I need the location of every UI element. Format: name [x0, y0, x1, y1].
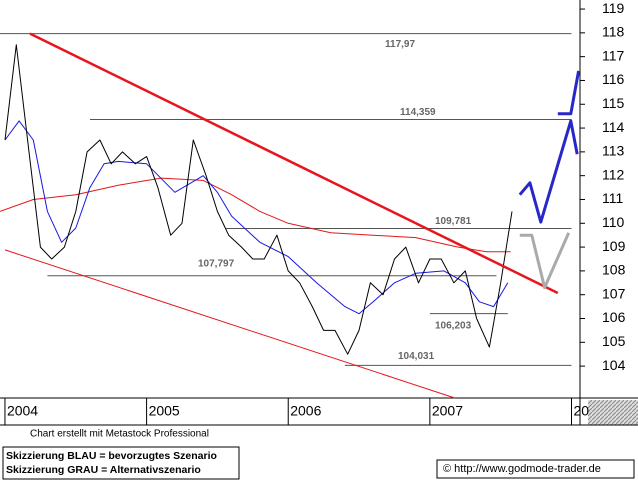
x-tick-label: 2005 [149, 403, 180, 419]
y-tick-label: 110 [602, 214, 625, 230]
series-line [557, 70, 581, 116]
legend-gray: Skizzierung GRAU = Alternativszenario [6, 464, 201, 476]
x-tick-label: 2007 [432, 403, 463, 419]
legend-box [2, 446, 240, 480]
y-tick-label: 104 [602, 357, 626, 373]
y-tick-label: 116 [602, 71, 625, 87]
y-tick-label: 106 [602, 309, 626, 325]
series-line [4, 44, 513, 355]
y-tick-label: 113 [602, 143, 625, 159]
series-line [4, 120, 509, 315]
future-hatch [588, 400, 638, 425]
series-line [519, 232, 571, 290]
url-box [436, 459, 635, 479]
x-tick-label: 20 [574, 403, 590, 419]
series-line [29, 32, 559, 295]
y-tick-label: 108 [602, 262, 626, 278]
series-line [4, 249, 455, 399]
legend-blue: Skizzierung BLAU = bevorzugtes Szenario [6, 450, 217, 462]
y-tick-label: 105 [602, 333, 626, 349]
x-tick-label: 2004 [7, 403, 38, 419]
level-label: 106,203 [435, 320, 472, 331]
level-label: 107,797 [198, 258, 235, 269]
level-label: 114,359 [400, 107, 436, 118]
x-tick-label: 2006 [290, 403, 321, 419]
y-tick-label: 117 [602, 47, 625, 63]
y-tick-label: 118 [602, 24, 625, 40]
level-label: 104,031 [398, 351, 435, 362]
credit: Chart erstellt mit Metastock Professiona… [30, 429, 209, 440]
y-tick-label: 114 [602, 119, 625, 135]
y-tick-label: 119 [602, 0, 625, 16]
url: © http://www.godmode-trader.de [443, 463, 601, 475]
level-label: 117,97 [385, 39, 415, 50]
series-line [518, 119, 579, 224]
level-label: 109,781 [435, 216, 472, 227]
y-tick-label: 109 [602, 238, 626, 254]
y-tick-label: 107 [602, 285, 626, 301]
y-tick-label: 111 [602, 190, 623, 206]
y-tick-label: 115 [602, 95, 625, 111]
series-line [0, 177, 511, 253]
y-tick-label: 112 [602, 166, 625, 182]
